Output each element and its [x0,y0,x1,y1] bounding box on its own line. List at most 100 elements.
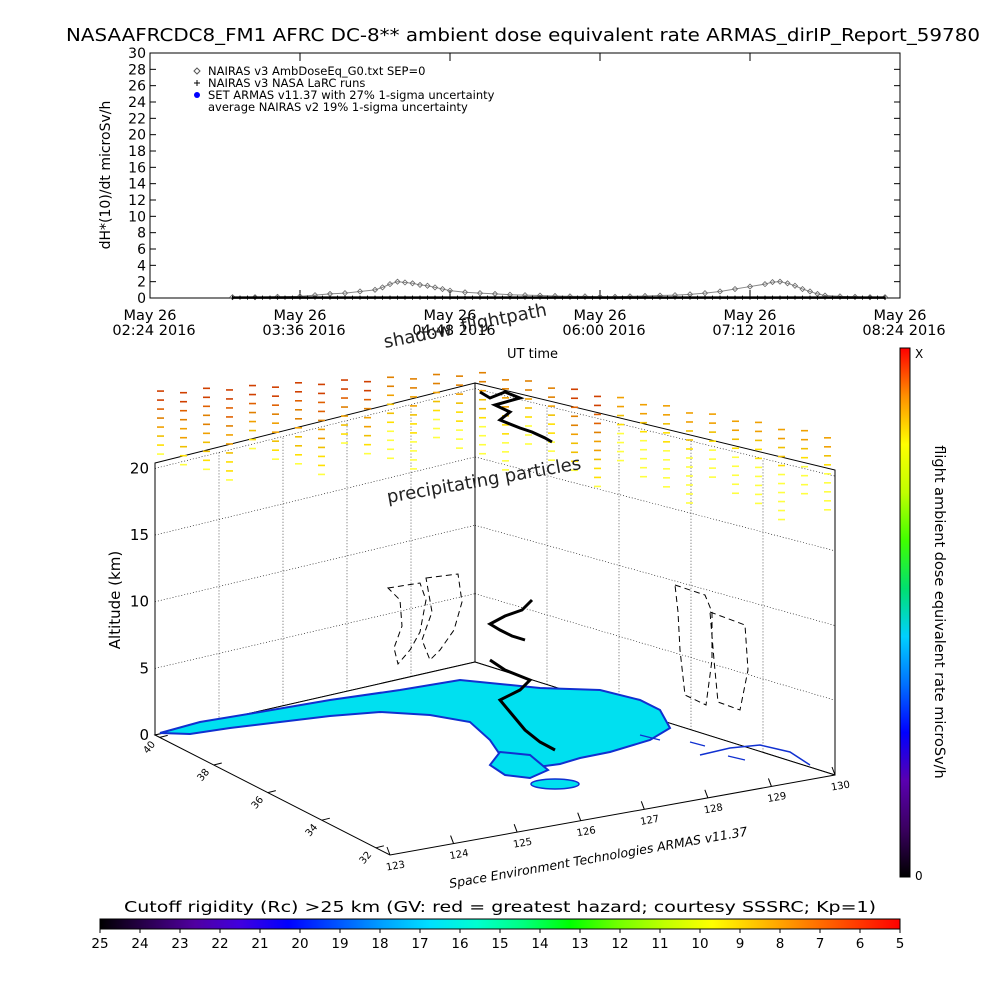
top-x-tick-label-time: 07:12 2016 [712,323,795,339]
top-x-tick-label-time: 02:24 2016 [112,323,195,339]
dose-rate-colorbar-bottom-label: 0 [915,869,923,883]
cutoff-rigidity-tick-label: 19 [331,936,348,952]
altitude-tick-label: 0 [139,726,149,744]
cutoff-rigidity-tick-label: 20 [291,936,308,952]
longitude-tick [767,778,772,787]
ground-map [159,678,811,790]
cutoff-rigidity-tick-label: 5 [896,936,905,952]
longitude-tick-label: 128 [703,802,724,816]
right-wall-gridline [474,456,836,552]
series-nairas-v3-point [761,281,769,288]
top-y-tick-label: 4 [137,258,146,274]
cutoff-rigidity-ticks: 25 24 23 22 21 20 19 18 17 16 15 14 13 12 11 10 9 8 7 6 5 [91,929,904,952]
series-nairas-v3-point [424,282,431,289]
dose-rate-colorbar: X 0 flight ambient dose equivalent rate … [899,347,947,883]
latitude-tick [213,762,222,766]
scene-3d: shadow flightpath precipitating particle… [106,300,851,891]
series-nairas-v3-point [791,282,799,289]
altitude-tick-label: 15 [130,526,149,544]
top-y-tick-label: 22 [128,111,146,127]
flightpath [479,390,556,752]
altitude-axis-label: Altitude (km) [106,551,124,649]
right-wall-gridline [474,525,836,626]
longitude-tick-label: 123 [385,859,406,873]
dose-rate-colorbar-label: flight ambient dose equivalent rate micr… [931,445,947,778]
land-mass-peninsula [159,678,672,770]
cutoff-rigidity-tick-label: 13 [571,936,588,952]
top-y-tick-label: 14 [128,177,146,193]
latitude-tick [267,790,276,794]
legend-entry: NAIRAS v3 NASA LaRC runs [208,76,365,90]
top-x-tick-label-time: 06:00 2016 [562,323,645,339]
longitude-tick [386,846,391,856]
series-nairas-v3-point [806,288,814,295]
cutoff-rigidity-tick-label: 14 [531,936,548,952]
top-y-tick-label: 30 [128,46,146,62]
top-x-tick-label-time: 08:24 2016 [862,323,945,339]
top-x-tick-label-date: May 26 [123,308,176,324]
top-y-axis-label: dH*(10)/dt microSv/h [98,101,114,250]
chart-title: NASAAFRCDC8_FM1 AFRC DC-8** ambient dose… [66,26,980,46]
altitude-tick-label: 20 [130,459,149,477]
longitude-tick-label: 125 [512,837,533,851]
longitude-tick-label: 124 [449,848,470,862]
top-y-tick-label: 16 [128,160,146,176]
cutoff-rigidity-tick-label: 7 [816,936,825,952]
top-y-tick-label: 0 [137,291,146,307]
series-nairas-v3-point [371,286,379,293]
dose-rate-colorbar-top-label: X [915,347,923,361]
top-y-tick-label: 8 [137,226,146,242]
series-nairas-v3-point [784,280,791,287]
cutoff-rigidity-tick-label: 18 [371,936,388,952]
altitude-axis: 0 5 10 15 20 [130,459,149,744]
dashed-contours [386,573,749,711]
top-x-tick-label-date: May 26 [423,308,476,324]
land-mass-small [488,750,550,780]
contour-far-right [709,611,749,711]
altitude-tick-label: 5 [139,659,149,677]
cutoff-rigidity-tick-label: 25 [91,936,108,952]
cutoff-rigidity-colorbar-strip [99,918,901,930]
latitude-tick-label: 34 [304,822,321,839]
cutoff-rigidity-label: Cutoff rigidity (Rc) >25 km (GV: red = g… [124,898,876,916]
coastline-islets [639,734,746,761]
flightpath-lower [489,658,556,752]
latitude-tick [375,845,385,849]
series-nairas-v3-point [446,287,454,294]
cutoff-rigidity-tick-label: 21 [251,936,268,952]
contour-right [674,584,713,706]
top-y-tick-label: 26 [128,79,146,95]
series-nairas-v3-point [431,284,439,291]
left-wall-gridline [154,388,476,469]
longitude-tick [577,812,582,821]
series-nairas-v3-point [386,281,394,288]
longitude-tick [831,766,836,776]
cutoff-rigidity-tick-label: 15 [491,936,508,952]
series-nairas-v3-point [379,284,386,291]
top-x-axis-label: UT time [507,347,558,362]
top-y-tick-label: 20 [128,128,146,144]
flightpath-descent [486,598,534,642]
top-y-tick-label: 10 [128,209,146,225]
coastline-east [699,744,811,766]
annotation-flightpath: flightpath [459,300,549,337]
cutoff-rigidity-tick-label: 10 [691,936,708,952]
cutoff-rigidity-tick-label: 8 [776,936,785,952]
longitude-axis: 123 124 125 126 127 128 129 130 [385,766,851,874]
series-nairas-v3-point [409,280,416,287]
top-x-tick-label-date: May 26 [273,308,326,324]
top-x-tick-label-time: 03:36 2016 [262,323,345,339]
cutoff-rigidity-tick-label: 16 [451,936,468,952]
series-nairas-v3-point [416,281,424,288]
series-nairas-v3-point [769,279,776,286]
cutoff-rigidity-tick-label: 11 [651,936,668,952]
left-wall-gridline [154,456,476,536]
legend-entry: SET ARMAS v11.37 with 27% 1-sigma uncert… [208,88,495,102]
longitude-tick [640,801,645,810]
top-x-tick-label-date: May 26 [573,308,626,324]
top-series-group [229,278,889,301]
series-nairas-v3-point [394,278,401,285]
